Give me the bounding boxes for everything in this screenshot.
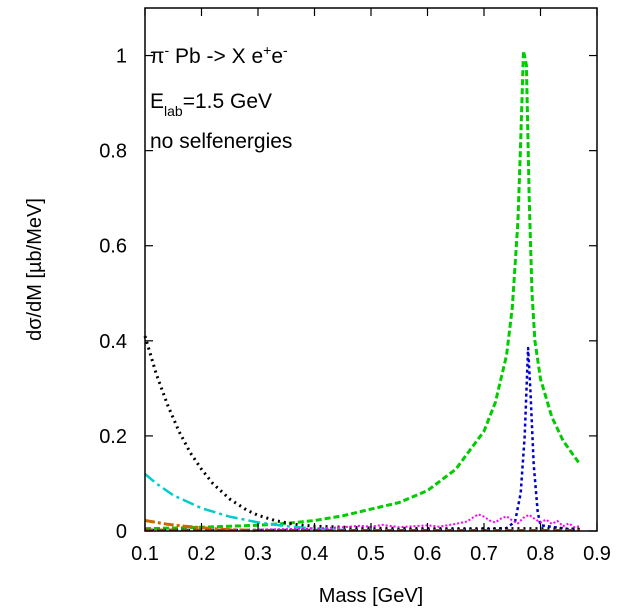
y-tick-label: 0.8 (99, 141, 127, 163)
x-tick-label: 0.9 (583, 543, 611, 565)
series-line-4 (144, 519, 259, 532)
y-tick-label: 0.4 (99, 331, 127, 353)
y-tick-label: 1 (116, 46, 127, 68)
series-line-5 (257, 513, 581, 531)
y-tick-label: 0 (116, 521, 127, 543)
annotation-line: Elab=1.5 GeV (150, 90, 272, 119)
series-line-3 (144, 472, 343, 532)
x-tick-label: 0.3 (244, 543, 272, 565)
axis-ticks: 0.1 0.2 0.3 0.4 0.5 0.6 0.7 0.8 0.9 0 0.2 0.4 0.6 0.8… (99, 8, 611, 565)
y-axis-label: dσ/dM [µb/MeV] (24, 198, 46, 341)
plot-frame (144, 7, 598, 532)
series-line-2 (143, 335, 581, 531)
x-tick-label: 0.7 (470, 543, 498, 565)
x-tick-label: 0.1 (131, 543, 159, 565)
x-axis-label: Mass [GeV] (319, 585, 423, 607)
y-tick-label: 0.6 (99, 236, 127, 258)
series-line-0 (144, 49, 582, 531)
x-tick-label: 0.6 (414, 543, 442, 565)
series-line-1 (145, 346, 581, 532)
x-tick-label: 0.8 (527, 543, 555, 565)
x-tick-label: 0.2 (188, 543, 216, 565)
y-tick-label: 0.2 (99, 426, 127, 448)
x-tick-label: 0.5 (357, 543, 385, 565)
annotation-line: no selfenergies (150, 130, 292, 153)
annotations: π- Pb -> X e+e- Elab=1.5 GeV no selfenergi… (150, 42, 292, 153)
data-curves (143, 49, 582, 532)
annotation-line: π- Pb -> X e+e- (150, 42, 288, 68)
x-tick-label: 0.4 (301, 543, 329, 565)
